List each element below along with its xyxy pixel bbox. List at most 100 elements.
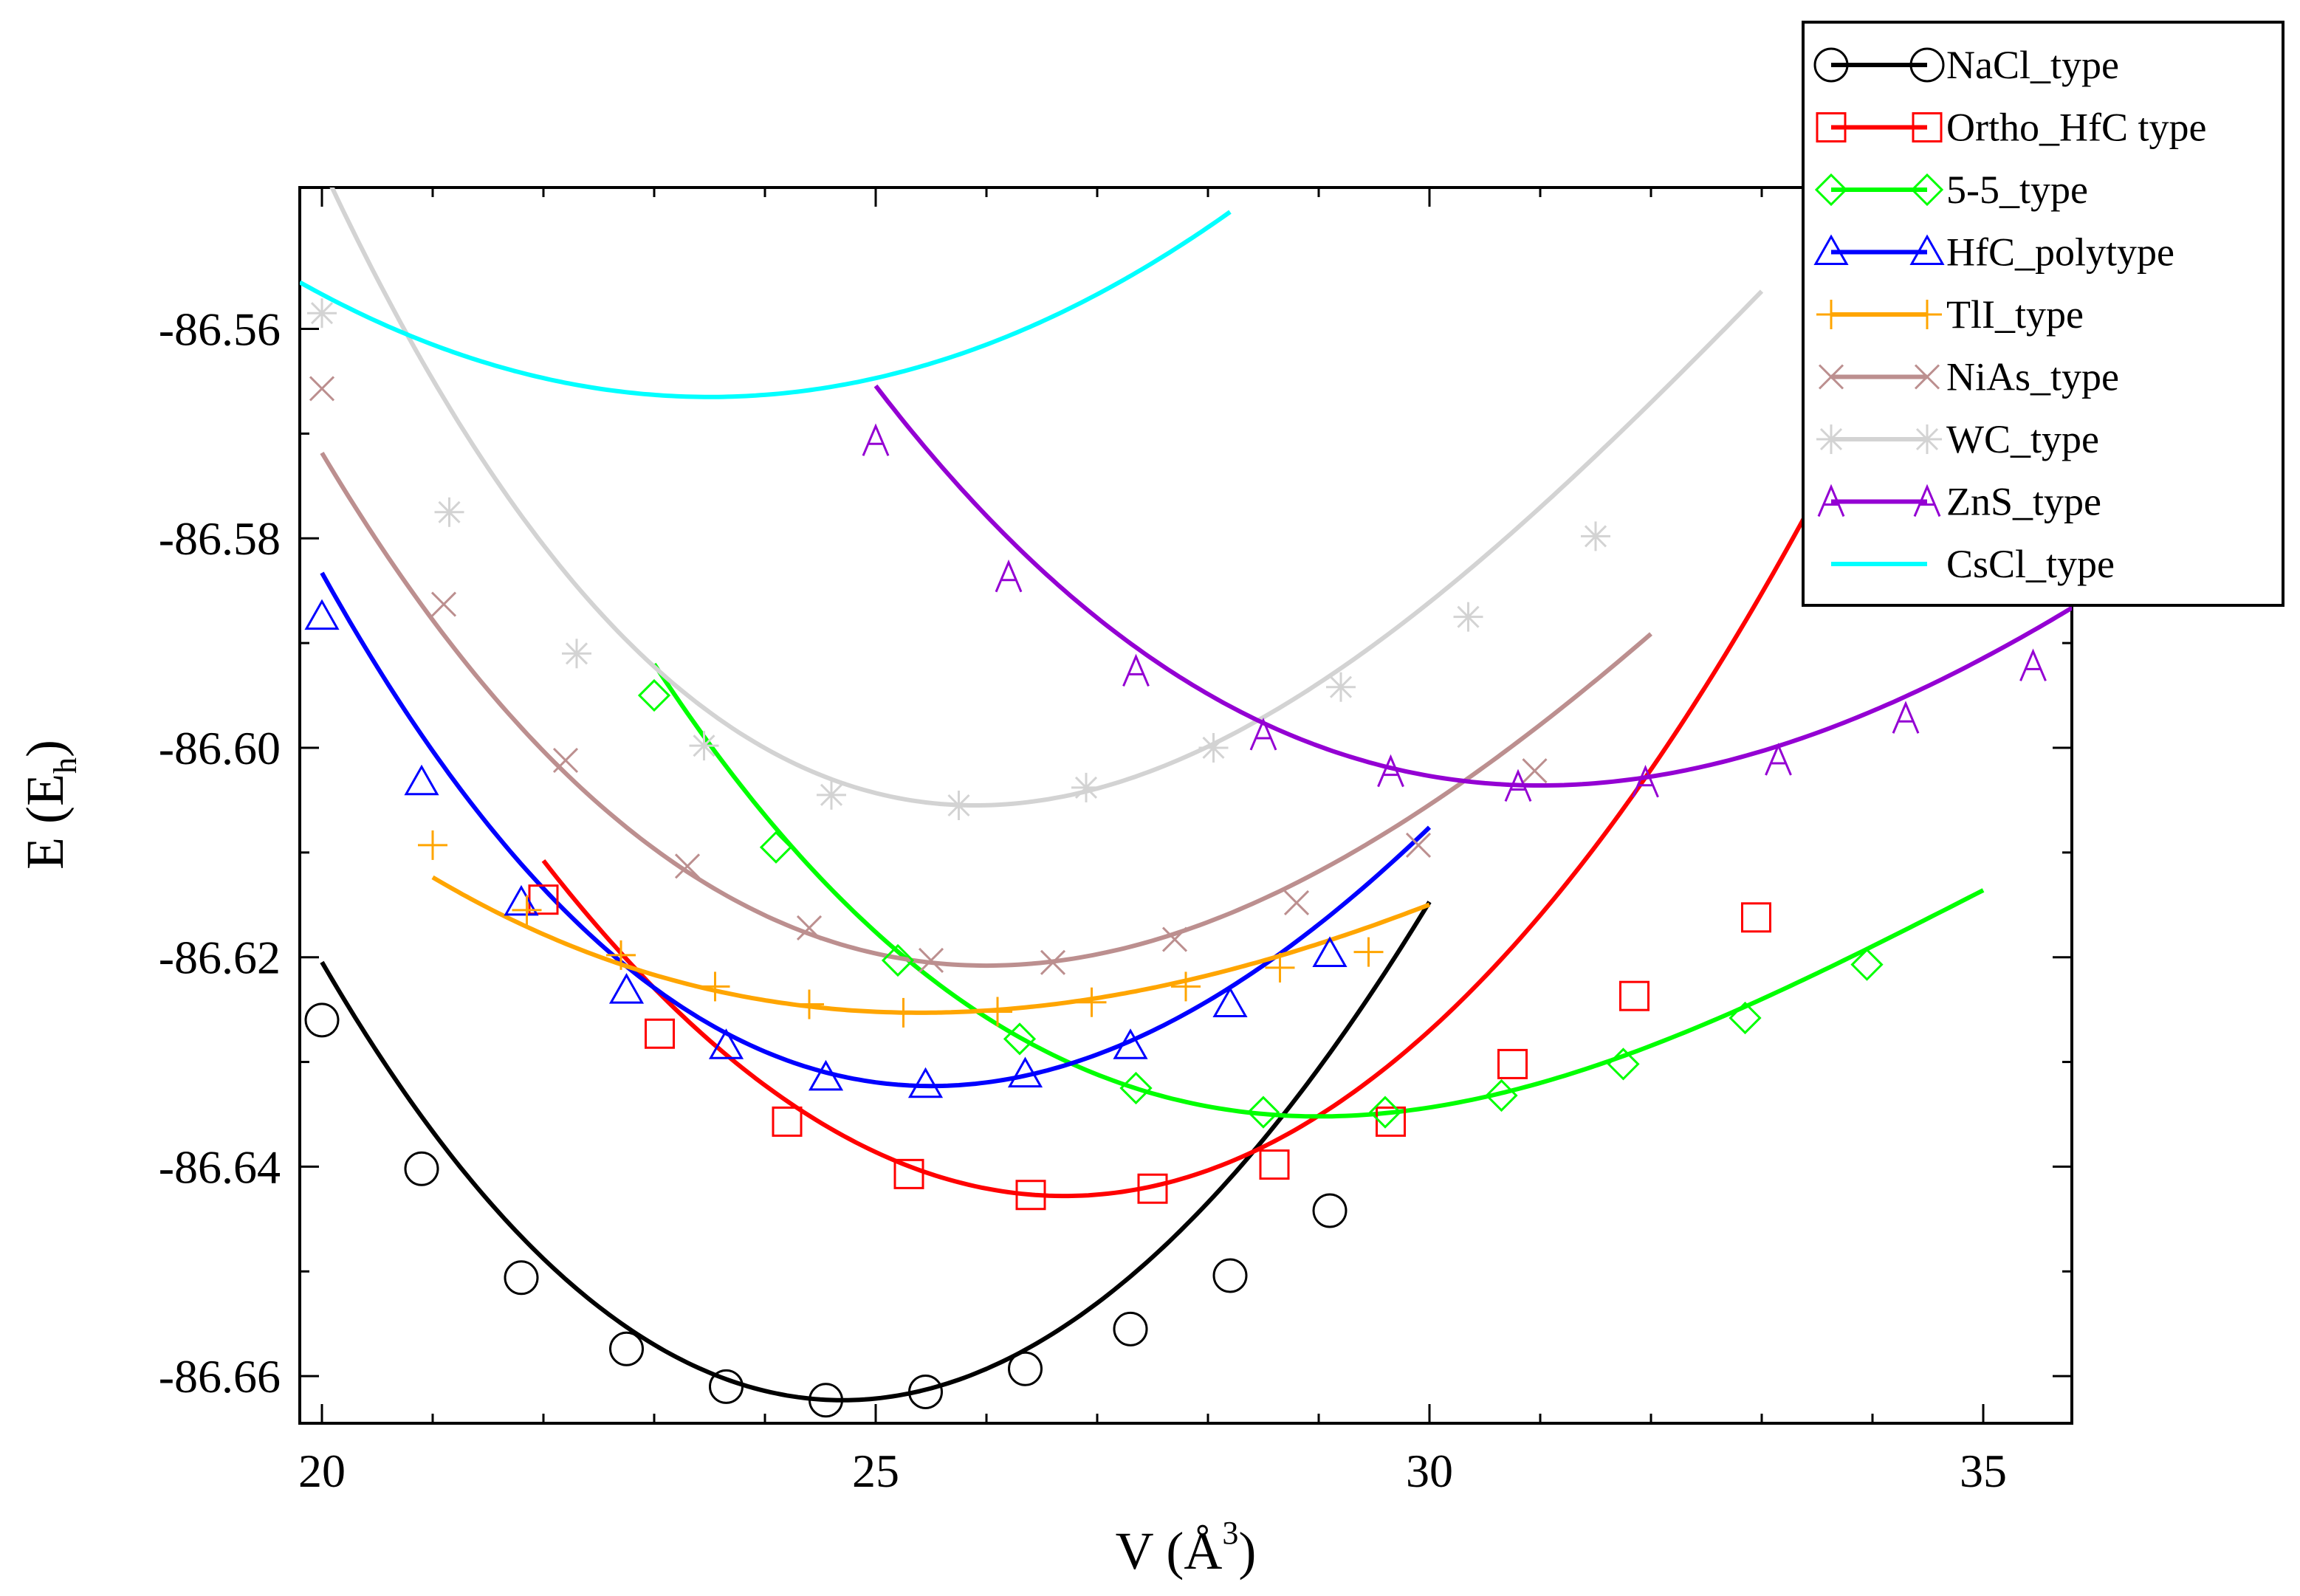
curve-5-5-type	[652, 662, 1985, 1119]
point-ortho-hfc-type	[1137, 1173, 1168, 1204]
point-hfc-polytype	[907, 1067, 944, 1098]
point-nacl-type	[1212, 1258, 1248, 1293]
legend-label: Ortho_HfC type	[1946, 106, 2206, 150]
legend-marker	[1818, 364, 1844, 390]
point-tli-type	[983, 997, 1012, 1027]
point-5-5-type	[1485, 1079, 1518, 1112]
point-tli-type	[888, 997, 919, 1028]
point-zns-type	[1632, 764, 1659, 798]
point-nacl-type	[404, 1151, 439, 1186]
legend-item-tli-type: TlI_type	[1816, 292, 2084, 337]
point-5-5-type	[1003, 1022, 1037, 1056]
point-5-5-type	[1607, 1048, 1640, 1081]
legend-marker	[1913, 484, 1941, 517]
curve-tli-type	[431, 875, 1431, 1015]
legend-marker	[1816, 424, 1846, 454]
y-axis-label: E (Eh)	[16, 740, 83, 870]
point-hfc-polytype	[304, 599, 340, 630]
point-hfc-polytype	[1212, 986, 1248, 1018]
plot-area: 20 25 30 35 -86.66 -86.64 -86.62 -86.60 -86.58 -8…	[159, 186, 2073, 1497]
legend: NaCl_type Ortho_HfC type 5-5_type HfC_polyt…	[1802, 21, 2284, 607]
legend-marker	[1914, 364, 1940, 390]
legend-item-cscl-type: CsCl_type	[1831, 542, 2115, 586]
point-wc-type	[817, 780, 846, 810]
point-tli-type	[1353, 937, 1384, 967]
legend-marker	[1912, 424, 1942, 454]
point-5-5-type	[1850, 948, 1884, 981]
point-5-5-type	[1729, 1001, 1762, 1035]
point-nacl-type	[1008, 1351, 1043, 1386]
point-nacl-type	[709, 1369, 744, 1404]
legend-item-nias-type: NiAs_type	[1818, 355, 2119, 399]
legend-item-hfc-polytype: HfC_polytype	[1813, 230, 2174, 275]
point-5-5-type	[1119, 1071, 1153, 1105]
point-wc-type	[562, 639, 591, 669]
legend-label: CsCl_type	[1946, 542, 2115, 586]
point-wc-type	[1326, 672, 1356, 702]
y-tick-label: -86.60	[159, 722, 281, 774]
legend-item-zns-type: ZnS_type	[1817, 480, 2101, 524]
legend-item-5-5-type: 5-5_type	[1814, 168, 2088, 212]
legend-item-wc-type: WC_type	[1816, 417, 2099, 461]
point-nias-type	[309, 376, 335, 402]
point-ortho-hfc-type	[1741, 902, 1771, 933]
y-tick-label: -86.62	[159, 932, 281, 984]
point-ortho-hfc-type	[893, 1158, 924, 1189]
point-5-5-type	[637, 678, 671, 712]
legend-marker	[1816, 300, 1846, 329]
point-nacl-type	[908, 1374, 943, 1409]
point-wc-type	[434, 497, 464, 527]
point-nias-type	[1522, 758, 1548, 784]
point-tli-type	[794, 989, 824, 1019]
point-ortho-hfc-type	[1259, 1149, 1290, 1180]
legend-marker	[1816, 112, 1847, 142]
legend-label: 5-5_type	[1946, 168, 2088, 212]
point-nias-type	[1040, 949, 1066, 975]
plot-frame	[298, 186, 2073, 1425]
legend-marker	[1813, 234, 1849, 265]
axis-ticks: 20 25 30 35 -86.66 -86.64 -86.62 -86.60 -86.58 -8…	[159, 188, 2072, 1497]
curve-cscl-type	[300, 210, 1232, 399]
curve-zns-type	[873, 384, 2072, 788]
point-5-5-type	[1368, 1095, 1402, 1129]
point-ortho-hfc-type	[1619, 980, 1650, 1011]
x-tick-label: 20	[298, 1445, 346, 1497]
point-wc-type	[1071, 772, 1101, 802]
curve-nias-type	[320, 451, 1652, 969]
legend-marker	[1813, 47, 1849, 83]
point-zns-type	[1504, 768, 1532, 802]
point-nacl-type	[1113, 1311, 1148, 1346]
x-tick-label: 35	[1960, 1445, 2007, 1497]
point-nias-type	[796, 915, 823, 941]
point-tli-type	[418, 830, 447, 860]
curve-hfc-polytype	[320, 571, 1432, 1089]
point-zns-type	[1765, 743, 1792, 776]
point-hfc-polytype	[1113, 1028, 1148, 1059]
point-ortho-hfc-type	[1015, 1180, 1046, 1211]
point-nias-type	[918, 947, 944, 974]
legend-item-nacl-type: NaCl_type	[1813, 43, 2119, 87]
point-zns-type	[862, 423, 890, 456]
point-tli-type	[606, 940, 636, 970]
point-nacl-type	[304, 1002, 340, 1038]
point-tli-type	[1265, 952, 1295, 983]
point-ortho-hfc-type	[1376, 1106, 1406, 1137]
point-tli-type	[700, 971, 730, 1002]
point-hfc-polytype	[608, 973, 645, 1004]
point-wc-type	[1453, 602, 1483, 632]
curve-wc-type	[329, 188, 1764, 808]
point-hfc-polytype	[1312, 936, 1348, 967]
point-ortho-hfc-type	[772, 1106, 803, 1137]
point-wc-type	[1581, 521, 1610, 551]
point-ortho-hfc-type	[645, 1018, 675, 1049]
x-tick-label: 25	[852, 1445, 899, 1497]
point-zns-type	[2019, 648, 2047, 681]
legend-item-ortho-hfc-type: Ortho_HfC type	[1816, 106, 2206, 150]
point-nacl-type	[809, 1383, 843, 1418]
point-hfc-polytype	[1007, 1056, 1043, 1088]
point-tli-type	[512, 895, 542, 925]
point-nias-type	[674, 853, 701, 879]
point-tli-type	[1171, 971, 1201, 1002]
point-zns-type	[1249, 718, 1277, 751]
